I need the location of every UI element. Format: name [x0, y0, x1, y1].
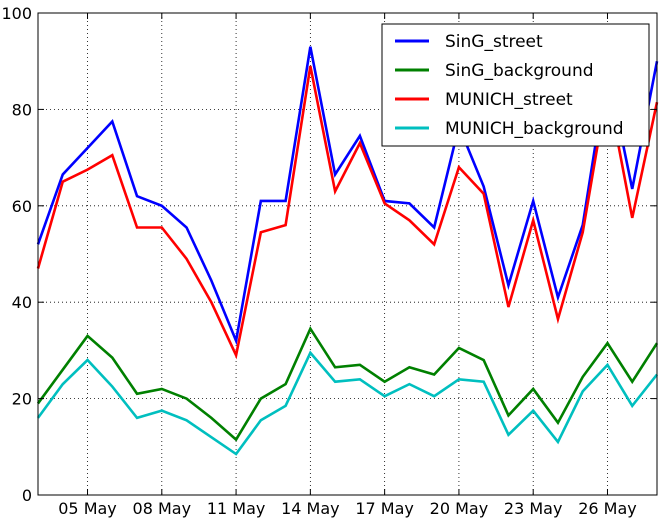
- x-tick-label: 08 May: [133, 499, 192, 518]
- x-tick-label: 23 May: [504, 499, 563, 518]
- plot-frame: [37, 12, 658, 496]
- y-tick-label: 40: [12, 293, 32, 312]
- legend-label: SinG_street: [445, 32, 543, 52]
- legend-label: SinG_background: [445, 61, 594, 81]
- axis-ticks: 0 20 40 60 80 100 05 May 08 May 11 May 14 May 17 M…: [1, 4, 657, 518]
- y-tick-label: 20: [12, 390, 32, 409]
- x-tick-label: 20 May: [430, 499, 489, 518]
- x-tick-label: 14 May: [281, 499, 340, 518]
- series-lines: [36, 46, 659, 456]
- legend-label: MUNICH_street: [445, 90, 573, 110]
- x-tick-label: 11 May: [207, 499, 266, 518]
- legend-label: MUNICH_background: [445, 119, 624, 139]
- y-tick-label: 100: [1, 4, 32, 23]
- series-line-4: [36, 350, 659, 456]
- x-tick-label: 05 May: [58, 499, 117, 518]
- y-tick-label: 80: [12, 100, 32, 119]
- x-tick-label: 26 May: [578, 499, 637, 518]
- series-line-2: [36, 325, 659, 442]
- legend-box: [381, 23, 650, 147]
- y-tick-label: 0: [22, 486, 32, 505]
- legend: SinG_street SinG_background MUNICH_street M…: [381, 23, 650, 147]
- x-tick-label: 17 May: [355, 499, 414, 518]
- series-line-1: [36, 46, 659, 346]
- y-tick-label: 60: [12, 197, 32, 216]
- series-line-3: [36, 65, 659, 360]
